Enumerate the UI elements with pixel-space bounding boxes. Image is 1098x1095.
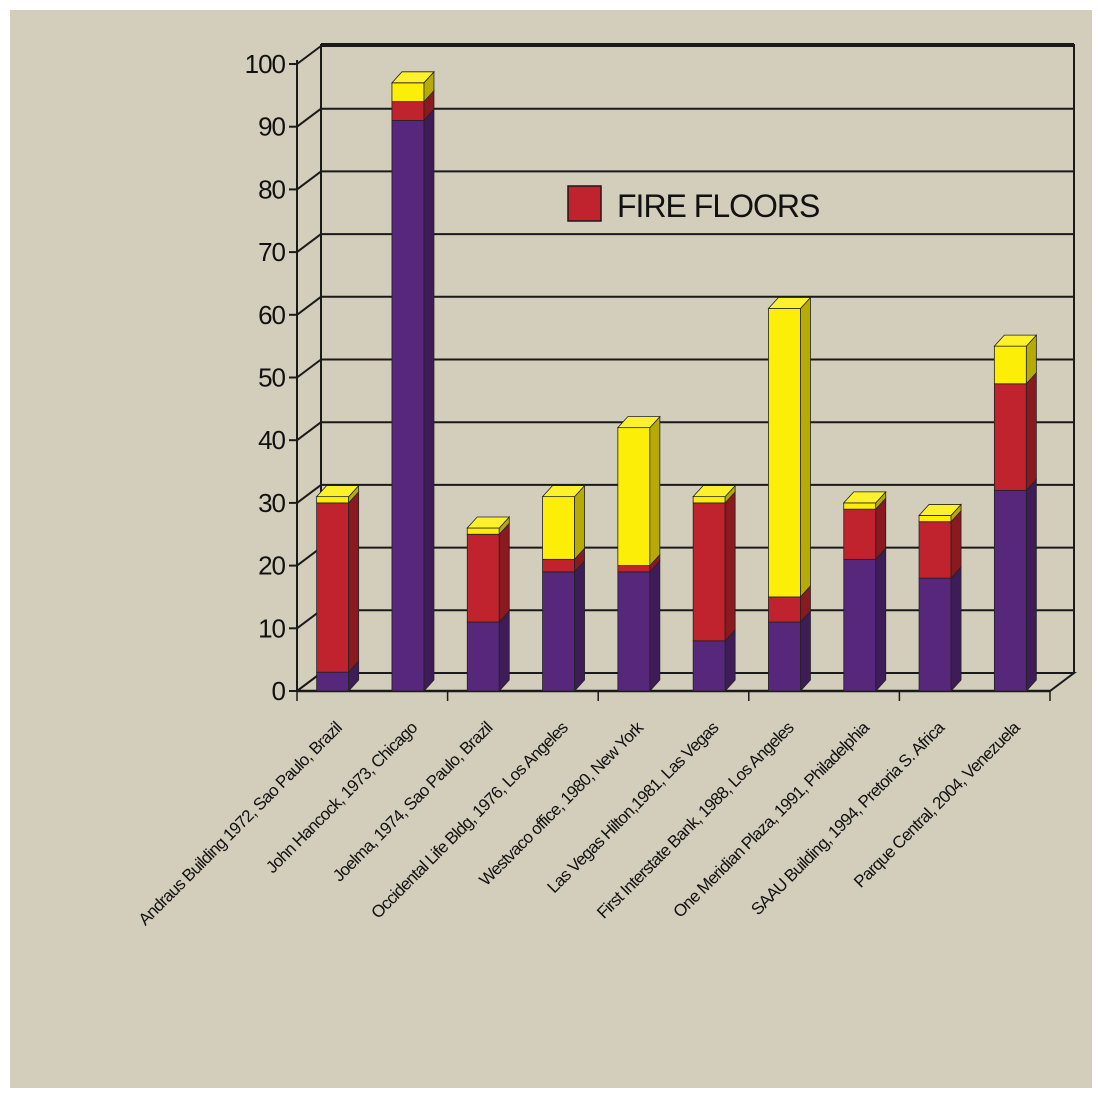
bar-side-1-2 — [348, 490, 360, 674]
bar-segment-10-3 — [993, 345, 1027, 385]
bar-side-7-3 — [800, 296, 811, 598]
bar-side-9-2 — [950, 509, 962, 580]
bar-segment-4-2 — [542, 558, 575, 573]
bar-segment-2-2 — [391, 101, 425, 121]
bar-top-6 — [692, 485, 737, 498]
bar-group-9 — [918, 503, 962, 693]
y-tick-label-70: 70 — [258, 237, 285, 267]
bar-segment-4-1 — [542, 571, 575, 692]
bar-segment-6-1 — [692, 640, 726, 692]
bar-segment-1-2 — [316, 502, 350, 673]
bar-top-7 — [767, 297, 812, 309]
bar-segment-3-2 — [466, 533, 500, 623]
y-tick-label-30: 30 — [258, 488, 285, 518]
grid-layer — [296, 43, 1075, 692]
bar-segment-8-2 — [843, 508, 877, 560]
gridline-diagonal-60 — [296, 295, 322, 316]
bar-side-7-1 — [800, 609, 811, 693]
bar-segment-9-2 — [918, 521, 952, 579]
bar-top-9 — [918, 504, 962, 516]
bar-segment-7-2 — [768, 596, 801, 623]
bar-segment-7-3 — [768, 308, 801, 598]
y-tick-label-50: 50 — [258, 363, 285, 393]
y-tick-label-40: 40 — [258, 425, 285, 455]
y-tick-label-20: 20 — [258, 551, 285, 581]
x-category-label-3: Joelma, 1974, Sao Paulo, Brazil — [329, 718, 496, 885]
bar-segment-3-1 — [466, 621, 500, 692]
x-category-label-10: Parque Central, 2004, Venezuela — [850, 717, 1024, 891]
y-tick-label-80: 80 — [258, 174, 285, 204]
bar-side-2-1 — [423, 108, 435, 693]
bar-top-4 — [541, 485, 586, 498]
bar-group-5 — [616, 415, 661, 693]
gridline-diagonal-30 — [296, 484, 322, 504]
bar-side-5-3 — [649, 415, 661, 567]
bar-side-3-1 — [498, 609, 510, 693]
bar-group-2 — [391, 70, 435, 693]
bar-segment-8-1 — [843, 558, 877, 692]
gridline-diagonal-80 — [296, 170, 322, 191]
bar-side-4-3 — [574, 484, 585, 561]
bar-side-5-1 — [649, 559, 661, 693]
bar-segment-10-2 — [993, 383, 1027, 491]
bar-group-6 — [692, 484, 737, 693]
bar-segment-2-1 — [391, 120, 425, 692]
bar-segment-7-1 — [768, 621, 801, 692]
bar-group-7 — [767, 296, 812, 693]
bar-group-1 — [315, 484, 360, 693]
bar-side-4-1 — [574, 559, 585, 693]
bar-segment-5-3 — [617, 427, 651, 567]
bar-top-3 — [466, 516, 511, 529]
y-tick-label-10: 10 — [258, 613, 285, 643]
gridline-diagonal-90 — [296, 107, 322, 128]
bar-segment-5-2 — [617, 565, 651, 573]
gridline-diagonal-50 — [296, 358, 322, 379]
bar-segment-9-1 — [918, 577, 952, 692]
bar-side-9-1 — [950, 566, 962, 693]
bar-side-10-1 — [1025, 478, 1037, 693]
bar-side-10-2 — [1025, 371, 1037, 492]
bar-segment-10-1 — [993, 489, 1027, 692]
bar-side-6-2 — [724, 490, 736, 642]
bar-segment-3-3 — [466, 527, 500, 535]
bar-group-3 — [466, 515, 511, 693]
bar-top-10 — [993, 334, 1038, 347]
y-tick-label-90: 90 — [258, 112, 285, 142]
bar-top-8 — [842, 491, 887, 504]
bar-segment-4-3 — [542, 496, 575, 560]
bar-segment-6-2 — [692, 502, 726, 642]
legend: FIRE FLOORS — [567, 185, 820, 224]
bar-group-8 — [842, 490, 887, 693]
bar-segment-1-3 — [316, 496, 350, 504]
bar-layer — [315, 70, 1038, 693]
bar-group-10 — [993, 334, 1038, 693]
x-category-label-5: Westvaco office, 1980, New York — [475, 717, 647, 889]
bar-segment-2-3 — [391, 82, 425, 103]
gridline-diagonal-100 — [296, 45, 322, 65]
bar-side-3-2 — [498, 522, 510, 624]
bar-side-8-1 — [875, 547, 887, 693]
y-tick-label-60: 60 — [258, 300, 285, 330]
bar-segment-6-3 — [692, 496, 726, 504]
bar-top-1 — [315, 485, 360, 498]
y-tick-label-0: 0 — [272, 676, 286, 706]
bar-top-5 — [616, 416, 661, 429]
bar-segment-9-3 — [918, 515, 952, 523]
bar-segment-8-3 — [843, 502, 877, 510]
x-category-label-2: John Hancock, 1973, Chicago — [262, 718, 421, 877]
bar-group-4 — [541, 484, 586, 693]
bar-top-2 — [391, 71, 435, 84]
legend-swatch-fire-floors — [567, 185, 602, 222]
legend-label: FIRE FLOORS — [617, 188, 819, 224]
bar-segment-5-1 — [617, 571, 651, 692]
bar-segment-1-1 — [316, 671, 350, 692]
gridline-diagonal-40 — [296, 421, 322, 442]
y-tick-label-100: 100 — [245, 49, 286, 79]
gridline-diagonal-70 — [296, 233, 322, 253]
